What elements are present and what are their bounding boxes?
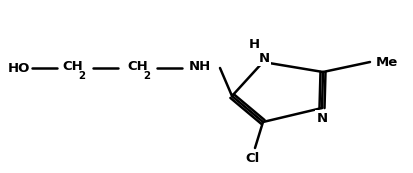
Text: N: N — [259, 52, 270, 65]
Text: CH: CH — [63, 60, 83, 72]
Text: CH: CH — [128, 60, 148, 72]
Text: H: H — [249, 38, 259, 51]
Text: N: N — [316, 112, 328, 125]
Text: Cl: Cl — [246, 152, 260, 165]
Text: Me: Me — [376, 56, 398, 69]
Text: NH: NH — [189, 60, 211, 72]
Text: 2: 2 — [143, 71, 150, 81]
Text: HO: HO — [7, 61, 30, 75]
Text: 2: 2 — [78, 71, 85, 81]
